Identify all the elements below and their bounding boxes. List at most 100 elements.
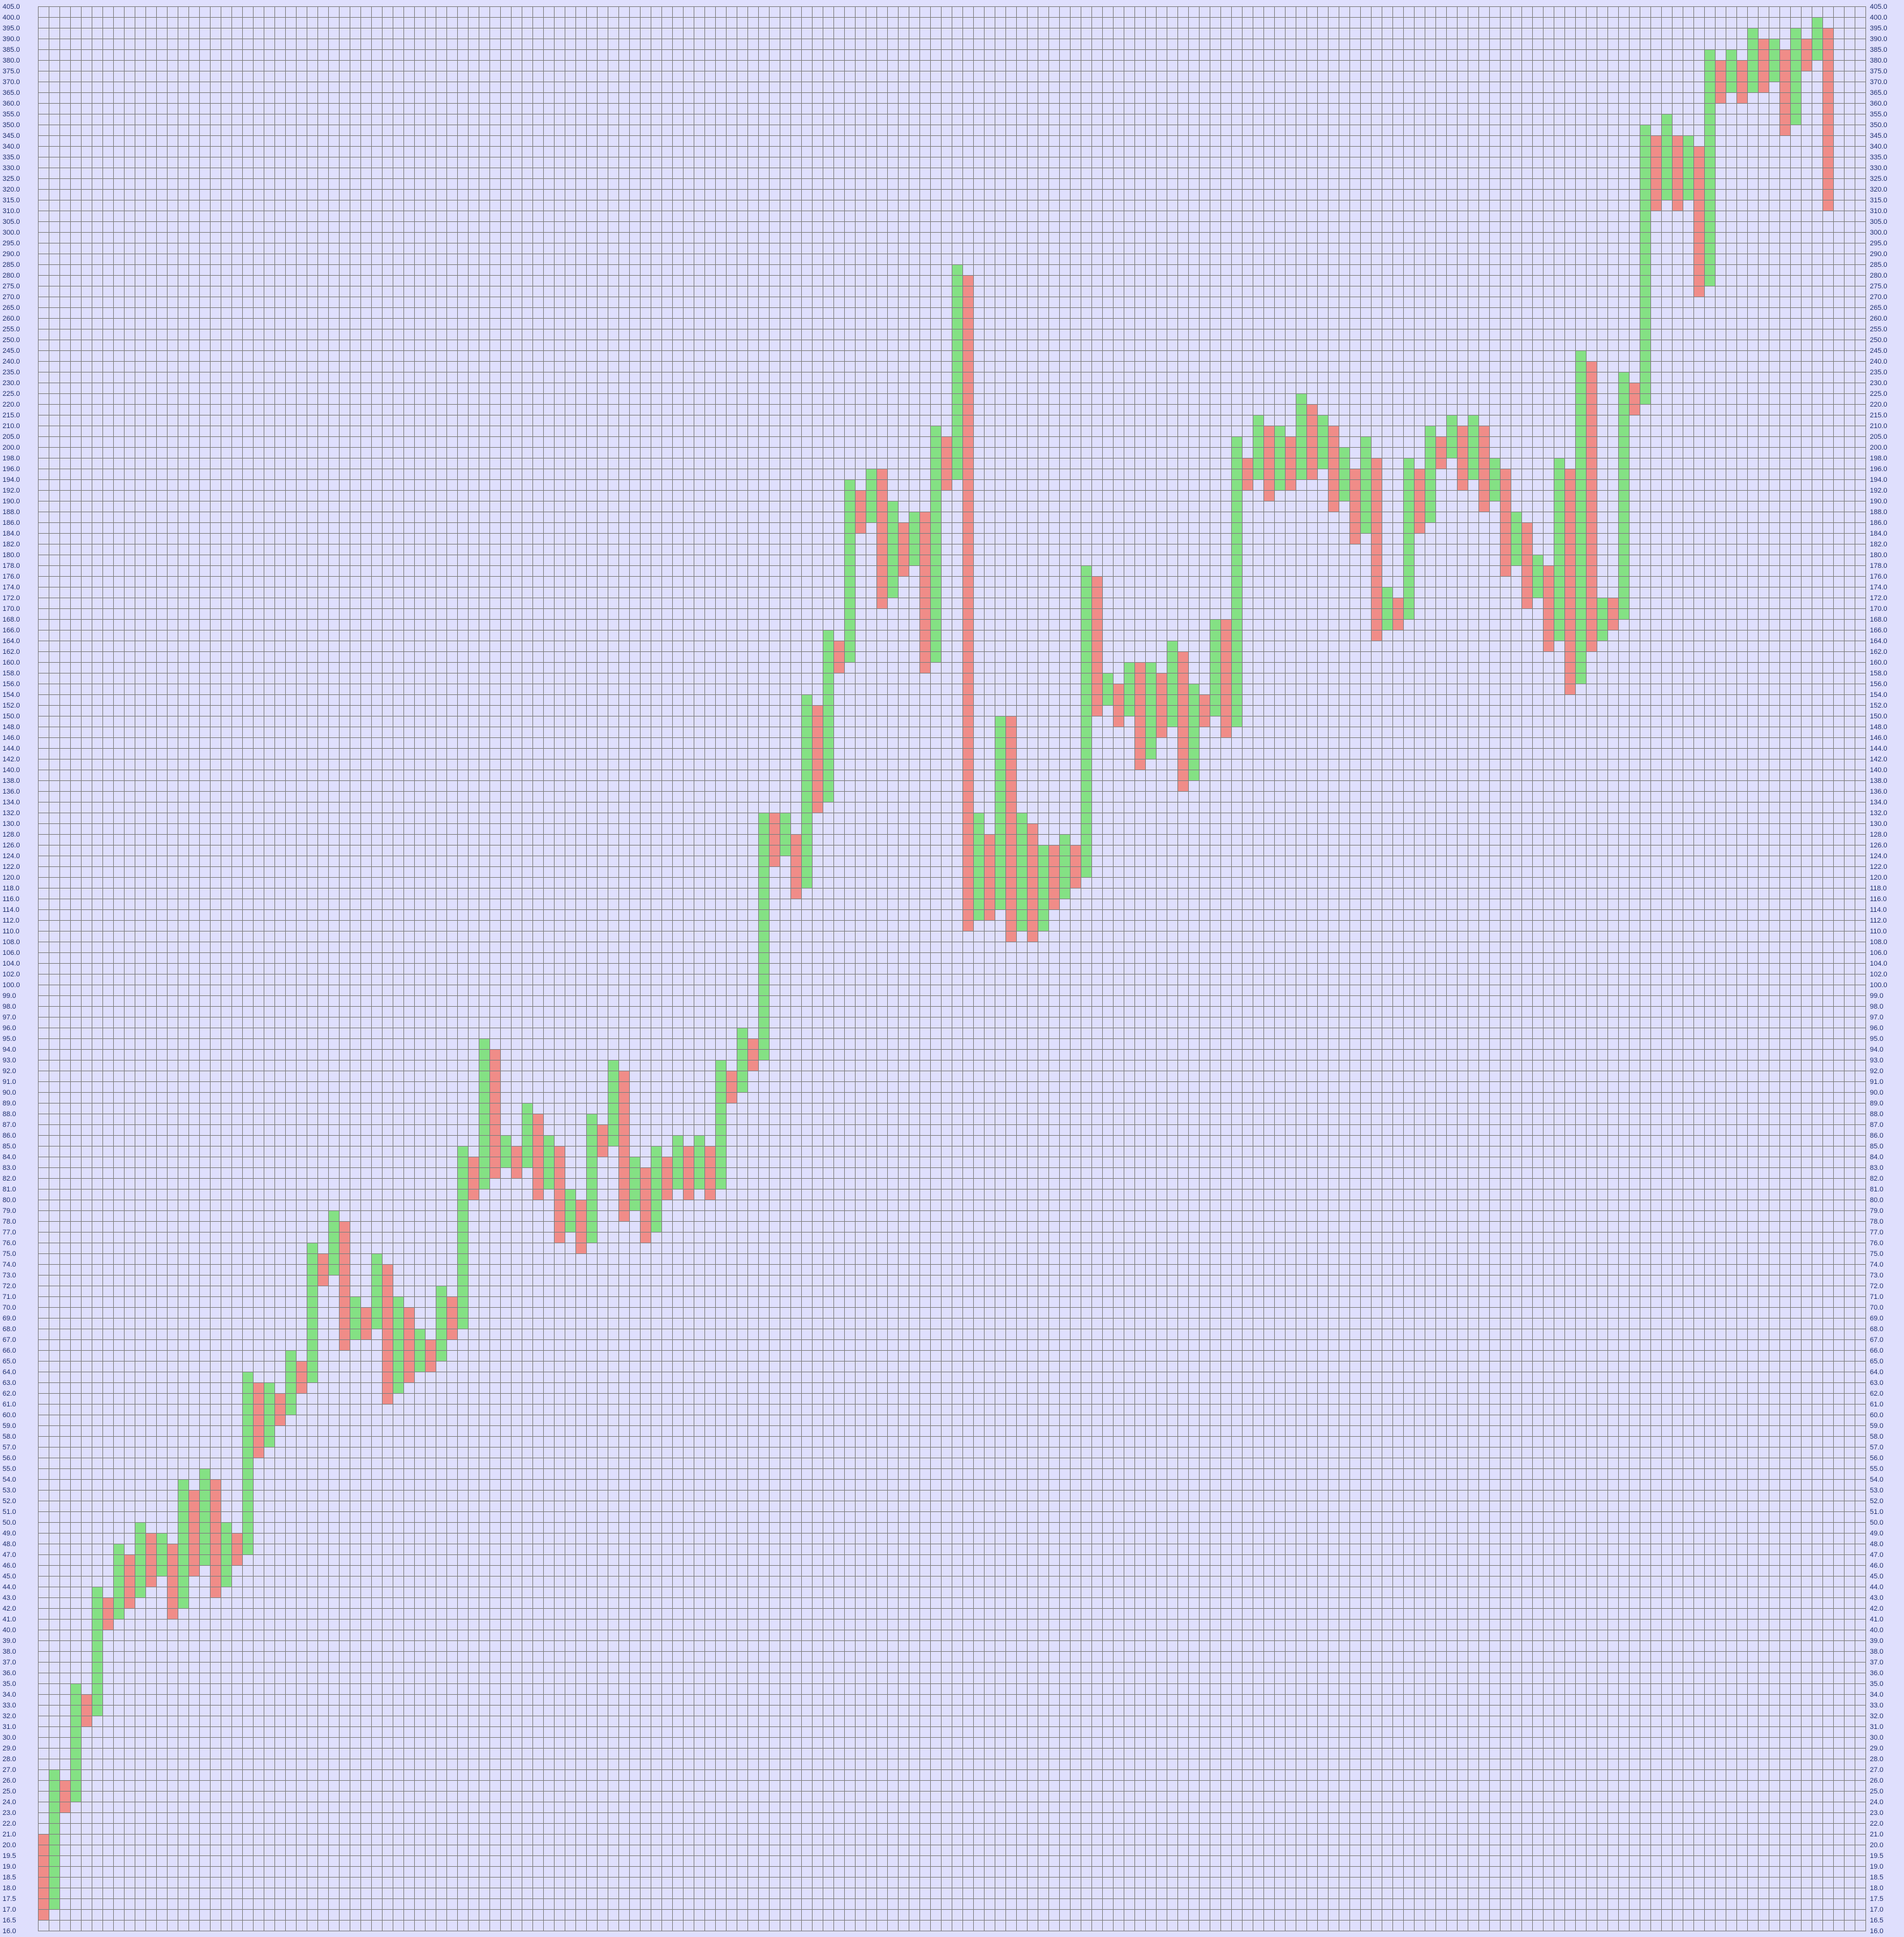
y-tick-label-left: 330.0 [3, 164, 20, 172]
y-tick-label-right: 335.0 [1870, 154, 1888, 161]
y-tick-label-left: 295.0 [3, 240, 20, 247]
y-tick-label-right: 152.0 [1870, 702, 1888, 710]
column-down [1242, 458, 1253, 490]
y-tick-label-right: 136.0 [1870, 788, 1888, 796]
y-tick-label-right: 70.0 [1870, 1304, 1883, 1312]
column-up [1210, 619, 1220, 716]
y-tick-label-left: 61.0 [3, 1401, 16, 1408]
y-tick-label-left: 162.0 [3, 648, 20, 656]
y-tick-label-right: 89.0 [1870, 1100, 1883, 1107]
y-tick-label-left: 400.0 [3, 14, 20, 22]
y-tick-label-left: 205.0 [3, 433, 20, 441]
column-up [70, 1683, 81, 1802]
y-tick-label-right: 33.0 [1870, 1702, 1883, 1709]
column-down [876, 469, 887, 608]
y-tick-label-right: 235.0 [1870, 369, 1888, 376]
y-tick-label-right: 67.0 [1870, 1336, 1883, 1344]
y-tick-label-left: 230.0 [3, 379, 20, 387]
column-down [210, 1479, 221, 1597]
y-tick-label-right: 182.0 [1870, 541, 1888, 548]
y-tick-label-left: 116.0 [3, 895, 20, 903]
y-axis-right: 16.0 16.5 17.0 17.5 18.0 18.5 19.0 19.5 20.0 21.0… [1870, 3, 1888, 1935]
y-tick-label-left: 18.0 [3, 1885, 16, 1892]
column-up [866, 469, 876, 522]
y-tick-label-left: 174.0 [3, 584, 20, 591]
column-up [49, 1769, 59, 1909]
y-tick-label-right: 72.0 [1870, 1282, 1883, 1290]
y-tick-label-right: 315.0 [1870, 197, 1888, 204]
y-tick-label-left: 44.0 [3, 1583, 16, 1591]
y-tick-label-left: 55.0 [3, 1465, 16, 1473]
column-down [726, 1071, 737, 1103]
y-tick-label-left: 82.0 [3, 1175, 16, 1183]
column-up [1790, 28, 1801, 125]
y-tick-label-right: 190.0 [1870, 498, 1888, 505]
y-tick-label-left: 275.0 [3, 283, 20, 290]
y-tick-label-left: 83.0 [3, 1164, 16, 1172]
y-tick-label-left: 46.0 [3, 1562, 16, 1570]
y-tick-label-right: 95.0 [1870, 1035, 1883, 1043]
column-down [941, 436, 952, 490]
y-tick-label-left: 350.0 [3, 121, 20, 129]
y-tick-label-left: 49.0 [3, 1530, 16, 1537]
y-tick-label-left: 124.0 [3, 852, 20, 860]
y-tick-label-right: 370.0 [1870, 78, 1888, 86]
y-tick-label-left: 75.0 [3, 1250, 16, 1258]
y-tick-label-right: 156.0 [1870, 680, 1888, 688]
y-tick-label-right: 106.0 [1870, 949, 1888, 957]
y-tick-label-right: 87.0 [1870, 1121, 1883, 1129]
y-tick-label-left: 280.0 [3, 272, 20, 280]
y-tick-label-right: 76.0 [1870, 1239, 1883, 1247]
y-tick-label-left: 118.0 [3, 885, 20, 892]
y-tick-label-left: 33.0 [3, 1702, 16, 1709]
y-tick-label-left: 192.0 [3, 487, 20, 495]
y-tick-label-right: 176.0 [1870, 573, 1888, 581]
y-tick-label-right: 102.0 [1870, 971, 1888, 978]
y-tick-label-left: 17.0 [3, 1906, 16, 1914]
y-tick-label-right: 75.0 [1870, 1250, 1883, 1258]
y-tick-label-right: 91.0 [1870, 1078, 1883, 1086]
y-tick-label-right: 385.0 [1870, 46, 1888, 54]
y-tick-label-right: 162.0 [1870, 648, 1888, 656]
y-tick-label-left: 320.0 [3, 186, 20, 194]
y-tick-label-left: 50.0 [3, 1519, 16, 1527]
y-tick-label-right: 360.0 [1870, 100, 1888, 108]
y-tick-label-left: 168.0 [3, 616, 20, 624]
y-tick-label-right: 44.0 [1870, 1583, 1883, 1591]
column-down [1758, 39, 1769, 92]
column-down [1822, 28, 1833, 211]
y-tick-label-left: 385.0 [3, 46, 20, 54]
y-tick-label-right: 180.0 [1870, 551, 1888, 559]
y-tick-label-left: 340.0 [3, 143, 20, 151]
column-up [909, 512, 919, 565]
y-tick-label-left: 200.0 [3, 444, 20, 452]
y-tick-label-left: 16.0 [3, 1928, 16, 1935]
y-tick-label-right: 345.0 [1870, 132, 1888, 140]
y-tick-label-right: 92.0 [1870, 1067, 1883, 1075]
y-tick-label-right: 39.0 [1870, 1637, 1883, 1645]
y-tick-label-left: 60.0 [3, 1411, 16, 1419]
y-tick-label-left: 182.0 [3, 541, 20, 548]
y-tick-label-left: 365.0 [3, 89, 20, 97]
column-down [124, 1554, 135, 1608]
column-down [1349, 469, 1360, 544]
column-down [274, 1393, 285, 1425]
y-tick-label-left: 88.0 [3, 1110, 16, 1118]
y-tick-label-right: 59.0 [1870, 1422, 1883, 1430]
column-up [1188, 684, 1199, 780]
column-down [1435, 436, 1446, 469]
y-tick-label-right: 365.0 [1870, 89, 1888, 97]
y-tick-label-left: 128.0 [3, 831, 20, 839]
y-tick-label-left: 176.0 [3, 573, 20, 581]
y-tick-label-right: 45.0 [1870, 1573, 1883, 1580]
y-tick-label-right: 194.0 [1870, 476, 1888, 484]
y-tick-label-left: 18.5 [3, 1874, 16, 1881]
y-tick-label-right: 310.0 [1870, 207, 1888, 215]
y-tick-label-left: 375.0 [3, 68, 20, 75]
y-tick-label-right: 84.0 [1870, 1153, 1883, 1161]
y-tick-label-right: 97.0 [1870, 1014, 1883, 1021]
y-tick-label-right: 25.0 [1870, 1788, 1883, 1795]
y-tick-label-left: 78.0 [3, 1218, 16, 1226]
y-tick-label-right: 285.0 [1870, 261, 1888, 269]
